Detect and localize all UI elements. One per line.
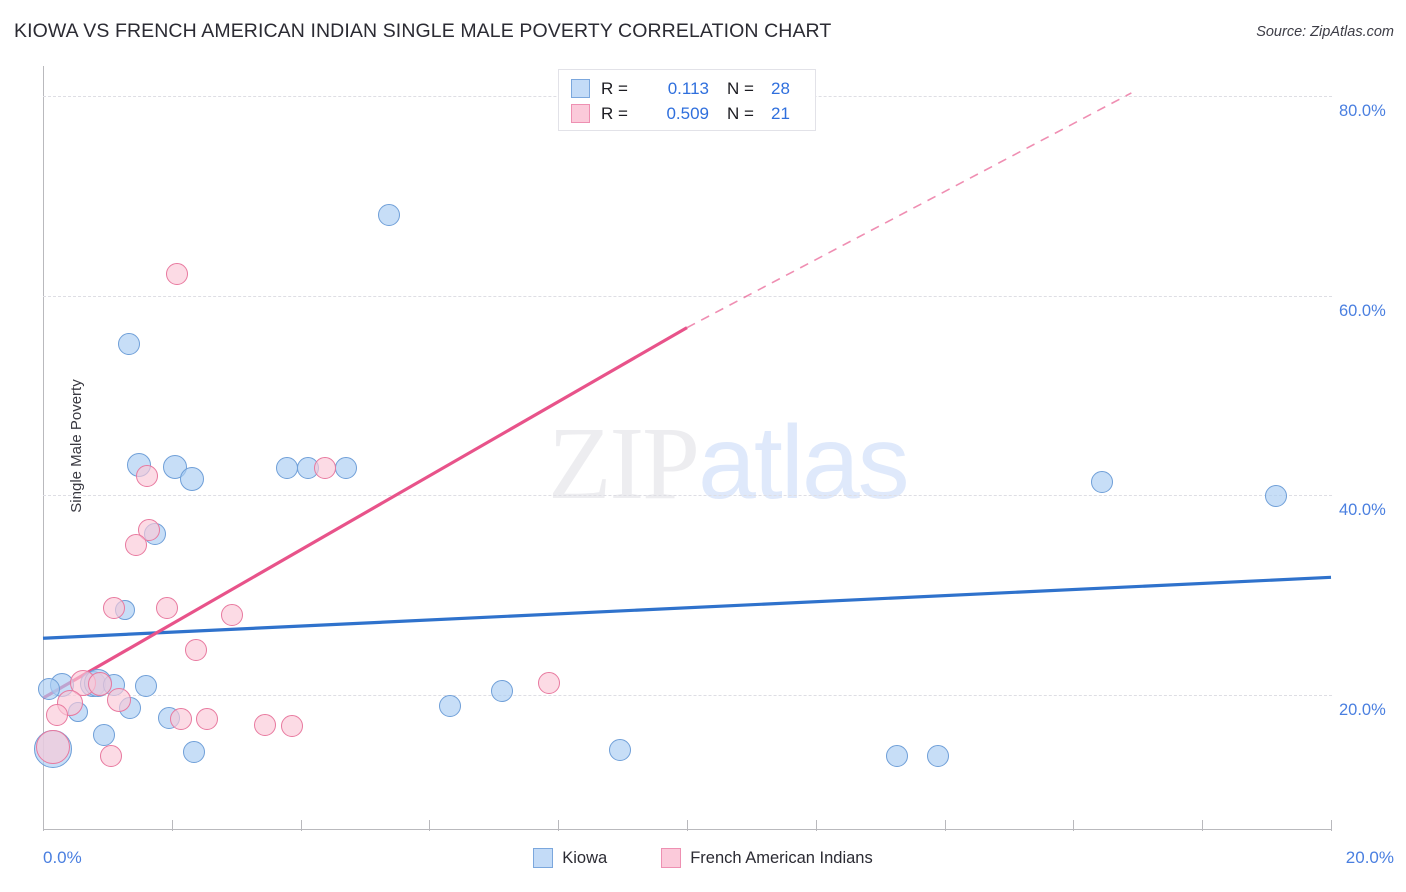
x-axis-tick — [558, 820, 560, 831]
x-axis-tick — [687, 820, 688, 831]
data-point-kiowa[interactable] — [38, 678, 61, 701]
gridline — [43, 495, 1332, 497]
data-point-kiowa[interactable] — [490, 680, 513, 703]
data-point-fai[interactable] — [99, 745, 122, 768]
data-point-fai[interactable] — [537, 672, 560, 695]
kiowa-legend-swatch-icon — [533, 848, 554, 868]
x-axis-tick — [171, 820, 173, 831]
y-axis-tick-label: 40.0% — [1339, 501, 1386, 520]
data-point-kiowa[interactable] — [439, 695, 461, 718]
data-point-kiowa[interactable] — [885, 745, 908, 768]
y-axis-tick-label: 20.0% — [1339, 701, 1386, 720]
data-point-fai[interactable] — [137, 519, 160, 542]
legend-label-french-american-indians: French American Indians — [690, 848, 873, 867]
data-point-kiowa[interactable] — [276, 457, 299, 480]
fai-r-value: 0.509 — [666, 103, 709, 123]
legend-label-kiowa: Kiowa — [562, 848, 608, 867]
gridline — [43, 695, 1332, 697]
data-point-fai[interactable] — [36, 730, 71, 765]
source-attribution: Source: ZipAtlas.com — [1256, 24, 1394, 40]
french-american-indians-swatch-icon — [571, 104, 590, 123]
data-point-fai[interactable] — [124, 534, 147, 557]
y-axis-tick-label: 60.0% — [1339, 301, 1386, 320]
data-point-fai[interactable] — [106, 688, 131, 713]
kiowa-n-value: 28 — [771, 78, 790, 98]
data-point-fai[interactable] — [165, 262, 188, 285]
kiowa-r-value: 0.113 — [667, 78, 709, 98]
data-point-kiowa[interactable] — [1265, 485, 1288, 508]
data-point-kiowa[interactable] — [609, 739, 632, 762]
data-point-kiowa[interactable] — [378, 203, 401, 226]
data-point-fai[interactable] — [46, 704, 69, 727]
trend-line-french-american-indians-projected — [686, 92, 1132, 329]
data-point-kiowa[interactable] — [93, 724, 116, 747]
kiowa-swatch-icon — [571, 79, 590, 98]
data-point-fai[interactable] — [87, 672, 112, 697]
x-axis-label-min: 0.0% — [43, 848, 82, 867]
x-axis-tick — [815, 820, 817, 831]
data-point-kiowa[interactable] — [927, 745, 950, 768]
data-point-fai[interactable] — [253, 714, 276, 737]
data-point-kiowa[interactable] — [117, 332, 140, 355]
data-point-fai[interactable] — [185, 639, 208, 662]
data-point-kiowa[interactable] — [183, 741, 206, 764]
data-point-fai[interactable] — [102, 597, 125, 620]
plot-area — [33, 66, 1332, 831]
legend-item-french-american-indians[interactable]: French American Indians — [661, 848, 873, 868]
x-axis-tick — [1331, 820, 1332, 831]
data-point-fai[interactable] — [280, 715, 303, 738]
data-point-fai[interactable] — [155, 597, 178, 620]
x-axis-tick — [300, 820, 302, 831]
data-point-kiowa[interactable] — [1091, 471, 1114, 494]
correlation-stats-legend: R = 0.113 N = 28 R = 0.509 N = 21 — [558, 69, 816, 131]
legend-item-kiowa[interactable]: Kiowa — [533, 848, 607, 868]
page-title: KIOWA VS FRENCH AMERICAN INDIAN SINGLE M… — [14, 20, 832, 42]
data-point-fai[interactable] — [221, 604, 244, 627]
fai-n-label: N = — [727, 103, 754, 123]
trend-line-french-american-indians — [42, 326, 688, 700]
kiowa-n-label: N = — [727, 78, 754, 98]
x-axis-tick — [429, 820, 431, 831]
x-axis-label-max: 20.0% — [1345, 848, 1394, 867]
data-point-kiowa[interactable] — [334, 457, 357, 480]
data-point-kiowa[interactable] — [179, 467, 204, 492]
stats-row-french-american-indians: R = 0.509 N = 21 — [571, 101, 805, 126]
y-axis-tick-label: 80.0% — [1339, 101, 1386, 120]
x-axis-tick — [1202, 820, 1204, 831]
series-legend: Kiowa French American Indians — [0, 848, 1406, 868]
stats-row-kiowa: R = 0.113 N = 28 — [571, 76, 805, 101]
french-american-indians-legend-swatch-icon — [661, 848, 682, 868]
x-axis-tick — [43, 820, 44, 831]
x-axis-tick — [944, 820, 946, 831]
gridline — [43, 295, 1332, 297]
trend-lines — [42, 92, 1332, 700]
x-axis-tick — [1073, 820, 1075, 831]
kiowa-r-label: R = — [601, 78, 628, 98]
data-point-kiowa[interactable] — [135, 675, 158, 698]
data-point-fai[interactable] — [170, 708, 193, 731]
data-point-fai[interactable] — [136, 465, 159, 488]
data-point-fai[interactable] — [196, 708, 219, 731]
fai-n-value: 21 — [771, 103, 790, 123]
trend-line-kiowa — [42, 575, 1332, 640]
data-point-fai[interactable] — [314, 457, 337, 480]
fai-r-label: R = — [601, 103, 628, 123]
